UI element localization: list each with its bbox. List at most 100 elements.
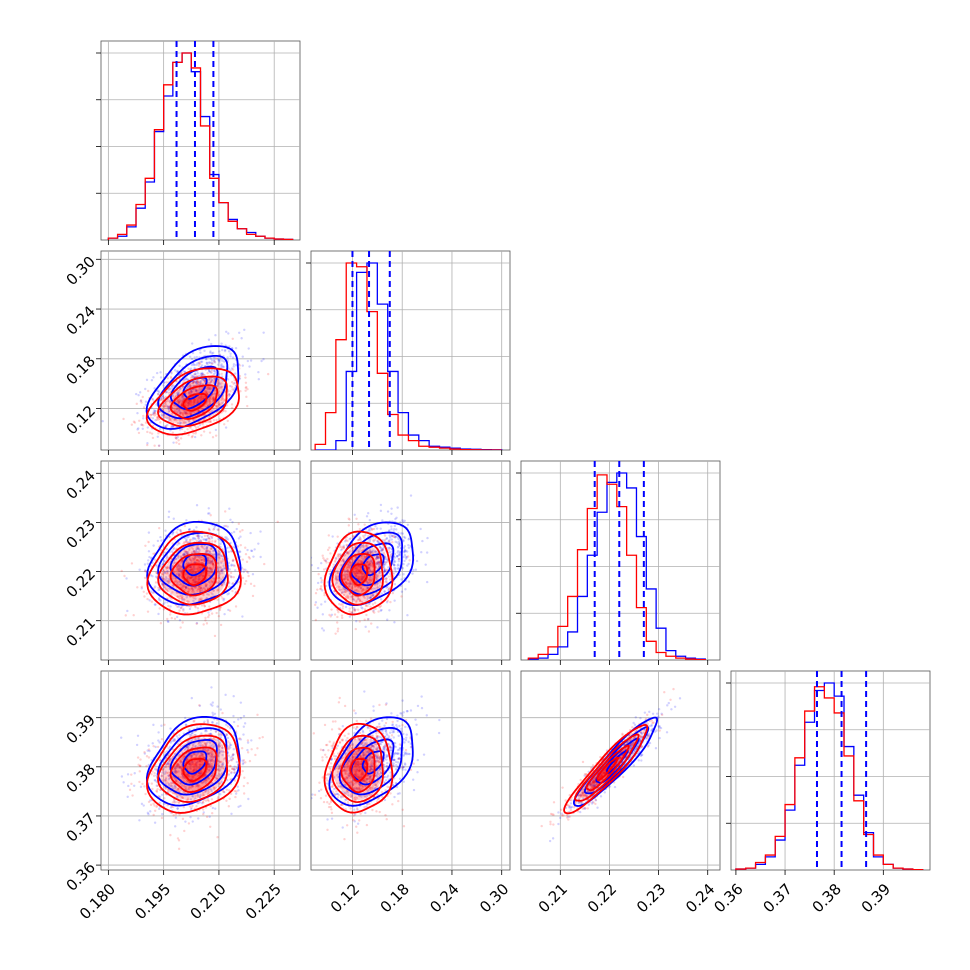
scatter-point-red — [213, 360, 216, 363]
scatter-point-red — [243, 582, 247, 586]
scatter-point-red — [203, 534, 207, 538]
scatter-point-red — [391, 591, 395, 595]
scatter-point-blue — [160, 397, 163, 400]
scatter-point-red — [210, 580, 213, 584]
scatter-point-red — [244, 389, 247, 392]
scatter-point-blue — [211, 560, 214, 563]
scatter-point-blue — [193, 373, 197, 376]
scatter-point-blue — [217, 359, 220, 362]
scatter-point-red — [170, 616, 173, 620]
scatter-point-red — [209, 579, 213, 582]
scatter-point-blue — [384, 555, 387, 559]
scatter-point-blue — [170, 550, 174, 553]
scatter-point-blue — [133, 772, 136, 775]
scatter-point-red — [179, 564, 182, 568]
scatter-point-red — [313, 603, 317, 607]
scatter-point-blue — [189, 565, 192, 569]
scatter-point-blue — [195, 504, 199, 507]
scatter-point-red — [231, 368, 235, 371]
scatter-point-blue — [352, 598, 356, 602]
scatter-point-red — [180, 418, 183, 422]
scatter-point-red — [234, 605, 238, 608]
scatter-point-blue — [231, 356, 235, 359]
scatter-point-red — [326, 557, 329, 561]
scatter-point-red — [223, 399, 226, 403]
scatter-point-red — [231, 337, 234, 341]
scatter-point-red — [325, 561, 328, 564]
scatter-point-blue — [239, 717, 243, 720]
scatter-point-blue — [163, 601, 166, 604]
scatter-point-blue — [383, 570, 386, 573]
scatter-point-red — [176, 406, 180, 410]
scatter-point-red — [130, 562, 134, 565]
scatter-point-blue — [355, 575, 358, 578]
scatter-point-blue — [177, 568, 180, 571]
scatter-point-red — [192, 381, 196, 384]
scatter-point-blue — [176, 564, 179, 567]
scatter-point-red — [205, 622, 209, 625]
scatter-point-blue — [316, 581, 320, 585]
scatter-point-red — [179, 555, 183, 558]
scatter-point-red — [215, 357, 218, 360]
scatter-point-blue — [192, 380, 195, 384]
scatter-point-blue — [184, 723, 188, 726]
scatter-point-blue — [241, 364, 244, 367]
scatter-point-red — [192, 560, 195, 563]
scatter-point-blue — [368, 578, 371, 581]
scatter-point-red — [191, 403, 195, 406]
scatter-point-blue — [156, 392, 160, 396]
scatter-point-red — [374, 607, 377, 611]
scatter-point-blue — [222, 564, 225, 568]
scatter-point-blue — [202, 378, 205, 381]
scatter-point-red — [244, 376, 247, 379]
scatter-point-red — [204, 390, 208, 394]
scatter-point-red — [391, 535, 395, 538]
scatter-point-blue — [377, 556, 380, 560]
scatter-point-blue — [231, 520, 234, 524]
scatter-point-red — [176, 595, 180, 598]
scatter-point-red — [194, 561, 197, 564]
scatter-point-red — [359, 579, 363, 582]
scatter-point-blue — [153, 411, 156, 414]
scatter-point-blue — [166, 580, 170, 583]
scatter-point-blue — [376, 540, 380, 544]
scatter-point-blue — [220, 569, 223, 572]
scatter-point-red — [142, 590, 145, 593]
scatter-point-blue — [172, 561, 176, 565]
scatter-point-red — [220, 398, 223, 402]
scatter-point-blue — [177, 574, 181, 577]
scatter-point-blue — [167, 405, 171, 409]
scatter-point-blue — [211, 592, 214, 596]
scatter-point-blue — [148, 599, 151, 602]
scatter-point-blue — [371, 593, 375, 597]
scatter-point-blue — [210, 368, 214, 372]
scatter-point-red — [212, 396, 215, 399]
scatter-point-blue — [211, 362, 214, 365]
scatter-point-blue — [168, 587, 171, 590]
scatter-point-blue — [208, 382, 211, 385]
scatter-point-blue — [192, 569, 195, 573]
scatter-point-blue — [246, 548, 249, 552]
scatter-point-blue — [169, 605, 172, 608]
scatter-point-blue — [179, 570, 183, 573]
scatter-point-blue — [223, 567, 226, 570]
scatter-point-red — [370, 622, 373, 625]
scatter-point-red — [373, 538, 377, 542]
scatter-point-blue — [393, 599, 396, 602]
scatter-point-blue — [244, 373, 247, 376]
scatter-point-blue — [165, 577, 168, 581]
scatter-point-red — [178, 597, 181, 601]
scatter-point-blue — [353, 566, 357, 570]
scatter-point-red — [232, 575, 235, 579]
scatter-point-red — [142, 406, 146, 409]
scatter-point-blue — [360, 561, 364, 564]
scatter-point-blue — [395, 555, 399, 558]
scatter-point-red — [189, 558, 192, 562]
scatter-point-red — [383, 538, 387, 542]
scatter-point-blue — [199, 379, 203, 383]
scatter-point-red — [347, 582, 351, 585]
scatter-point-red — [171, 542, 174, 545]
scatter-point-blue — [340, 548, 343, 552]
scatter-point-red — [140, 401, 143, 404]
scatter-point-blue — [357, 577, 360, 581]
